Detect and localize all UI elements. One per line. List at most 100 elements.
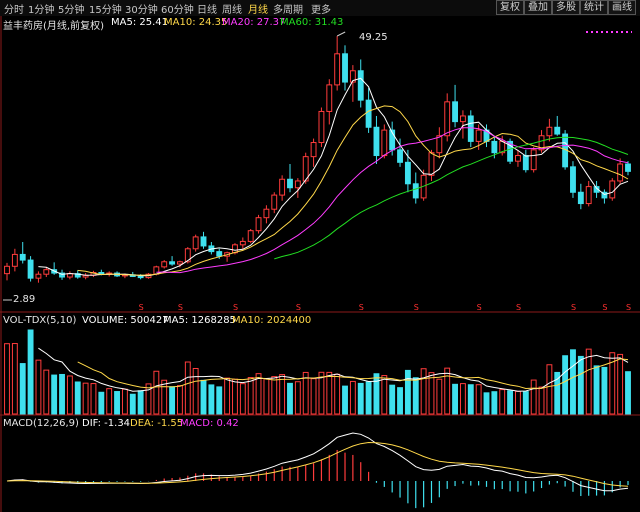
- volume-bar: [184, 361, 191, 415]
- volume-bar: [585, 348, 592, 415]
- tab-timeshare[interactable]: 分时: [4, 5, 24, 16]
- candle-body: [247, 230, 254, 242]
- candle-body: [302, 156, 309, 182]
- draw-line-button[interactable]: 画线: [608, 0, 636, 15]
- candle-body: [19, 253, 26, 261]
- volume-bar: [98, 391, 105, 415]
- candle-body: [530, 149, 537, 171]
- volume-bar: [239, 383, 246, 415]
- candle-body: [318, 110, 325, 144]
- statistics-button[interactable]: 统计: [580, 0, 608, 15]
- overlay-button[interactable]: 叠加: [524, 0, 552, 15]
- candle-body: [192, 236, 199, 250]
- volume-bar: [82, 382, 89, 415]
- volume-bar: [216, 386, 223, 415]
- tab-30min[interactable]: 30分钟: [125, 5, 158, 16]
- volume-bar: [483, 392, 490, 415]
- volume-bar: [625, 371, 631, 415]
- volume-bar: [326, 371, 333, 415]
- volume-bar: [491, 391, 498, 415]
- candle-body: [609, 180, 616, 199]
- candle-body: [271, 194, 278, 210]
- candle-body: [617, 163, 624, 182]
- tab-weekly[interactable]: 周线: [222, 5, 242, 16]
- candle-body: [412, 183, 419, 199]
- volume-bar: [66, 375, 73, 415]
- candle-body: [161, 261, 168, 268]
- volume-bar: [530, 379, 537, 415]
- candle-body: [216, 251, 223, 257]
- volume-bar: [43, 369, 50, 415]
- volume-bar: [294, 381, 301, 415]
- tab-daily[interactable]: 日线: [197, 5, 217, 16]
- candle-body: [491, 140, 498, 154]
- volume-value: VOLUME: 500427: [82, 315, 169, 326]
- candle-body: [334, 53, 341, 86]
- tab-15min[interactable]: 15分钟: [89, 5, 122, 16]
- candle-body: [459, 115, 466, 123]
- tab-multi-period[interactable]: 多周期: [273, 5, 303, 16]
- candle-body: [137, 275, 144, 279]
- candle-body: [294, 180, 301, 189]
- candle-body: [515, 155, 521, 162]
- volume-bar: [59, 373, 65, 415]
- multi-stock-button[interactable]: 多股: [552, 0, 580, 15]
- volume-bar: [499, 389, 506, 415]
- macd-dif-line: [6, 432, 629, 492]
- tab-1min[interactable]: 1分钟: [28, 5, 55, 16]
- ma5-label: MA5: 25.41: [111, 17, 169, 28]
- volume-bar: [381, 375, 388, 415]
- candle-body: [577, 191, 584, 205]
- candle-body: [546, 126, 553, 137]
- candle-body: [310, 142, 317, 158]
- ma5-line: [38, 77, 629, 277]
- volume-bar: [106, 388, 113, 415]
- volume-bar: [161, 379, 168, 415]
- tab-monthly[interactable]: 月线: [248, 5, 268, 16]
- signal-mark: S: [516, 303, 521, 312]
- toolbar: 分时 1分钟 5分钟 15分钟 30分钟 60分钟 日线 周线 月线 多周期 更…: [0, 0, 640, 16]
- volume-bar: [255, 373, 262, 415]
- candle-body: [11, 253, 18, 267]
- volume-bar: [373, 373, 380, 415]
- candle-body: [35, 273, 42, 279]
- tab-more[interactable]: 更多: [311, 5, 331, 16]
- candle-body: [507, 140, 514, 162]
- volume-bar: [404, 369, 411, 415]
- tab-5min[interactable]: 5分钟: [58, 5, 85, 16]
- candle-body: [287, 178, 293, 189]
- macd-dea-line: [6, 441, 629, 487]
- volume-bar: [318, 371, 325, 415]
- candle-body: [444, 101, 451, 137]
- volume-bar: [357, 382, 364, 415]
- ma60-line: [274, 136, 629, 260]
- candle-body: [59, 272, 65, 278]
- signal-mark: S: [414, 303, 419, 312]
- volume-bar: [27, 329, 34, 415]
- candle-body: [467, 115, 474, 142]
- signal-mark: S: [571, 303, 576, 312]
- volume-bar: [263, 378, 270, 415]
- macd-value: MACD: 0.42: [180, 418, 239, 429]
- candle-body: [585, 186, 592, 205]
- candle-body: [475, 129, 482, 142]
- tab-60min[interactable]: 60分钟: [161, 5, 194, 16]
- volume-bar: [436, 378, 443, 415]
- adjust-button[interactable]: 复权: [496, 0, 524, 15]
- volume-bar: [74, 381, 81, 415]
- volume-bar: [601, 366, 608, 415]
- volume-bar: [90, 383, 97, 415]
- volume-bar: [145, 383, 152, 415]
- volume-bar: [538, 386, 545, 415]
- candle-body: [381, 129, 388, 157]
- candle-body: [570, 166, 576, 193]
- candle-body: [601, 191, 608, 199]
- volume-bar: [420, 368, 427, 415]
- volume-bar: [208, 384, 215, 415]
- volume-bar: [570, 349, 576, 415]
- volume-bar: [342, 385, 348, 415]
- volume-bar: [617, 353, 624, 415]
- signal-mark: S: [233, 303, 238, 312]
- main-title: 益丰药房(月线,前复权): [3, 21, 104, 32]
- signal-mark: S: [178, 303, 183, 312]
